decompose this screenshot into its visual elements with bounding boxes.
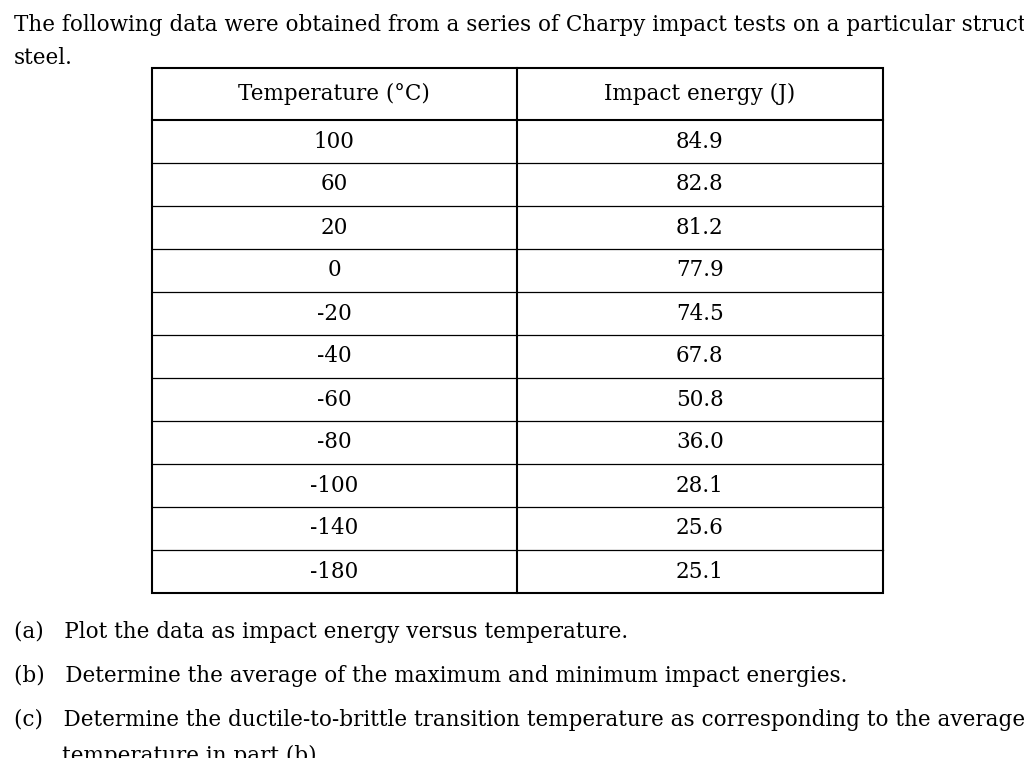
Text: temperature in part (b).: temperature in part (b). [14,745,324,758]
Text: 67.8: 67.8 [676,346,724,368]
Text: (b)   Determine the average of the maximum and minimum impact energies.: (b) Determine the average of the maximum… [14,665,848,687]
Text: 0: 0 [328,259,341,281]
Text: steel.: steel. [14,47,73,69]
Text: 77.9: 77.9 [676,259,724,281]
Bar [152,68,883,593]
Text: 84.9: 84.9 [676,130,724,152]
Text: 60: 60 [321,174,348,196]
Text: -100: -100 [310,475,358,496]
Text: 50.8: 50.8 [676,389,724,411]
Text: -40: -40 [317,346,351,368]
Text: 36.0: 36.0 [676,431,724,453]
Text: 81.2: 81.2 [676,217,724,239]
Text: -80: -80 [317,431,351,453]
Text: 100: 100 [314,130,354,152]
Text: 20: 20 [321,217,348,239]
Text: (c)   Determine the ductile-to-brittle transition temperature as corresponding t: (c) Determine the ductile-to-brittle tra… [14,709,1024,731]
Text: 28.1: 28.1 [676,475,724,496]
Text: -20: -20 [317,302,351,324]
Text: 82.8: 82.8 [676,174,724,196]
Text: -180: -180 [310,560,358,582]
Text: 25.6: 25.6 [676,518,724,540]
Text: -140: -140 [310,518,358,540]
Text: 74.5: 74.5 [676,302,724,324]
Text: (a)   Plot the data as impact energy versus temperature.: (a) Plot the data as impact energy versu… [14,621,628,643]
Text: 25.1: 25.1 [676,560,724,582]
Text: Temperature (°C): Temperature (°C) [239,83,430,105]
Text: -60: -60 [317,389,351,411]
Text: Impact energy (J): Impact energy (J) [604,83,796,105]
Text: The following data were obtained from a series of Charpy impact tests on a parti: The following data were obtained from a … [14,14,1024,36]
